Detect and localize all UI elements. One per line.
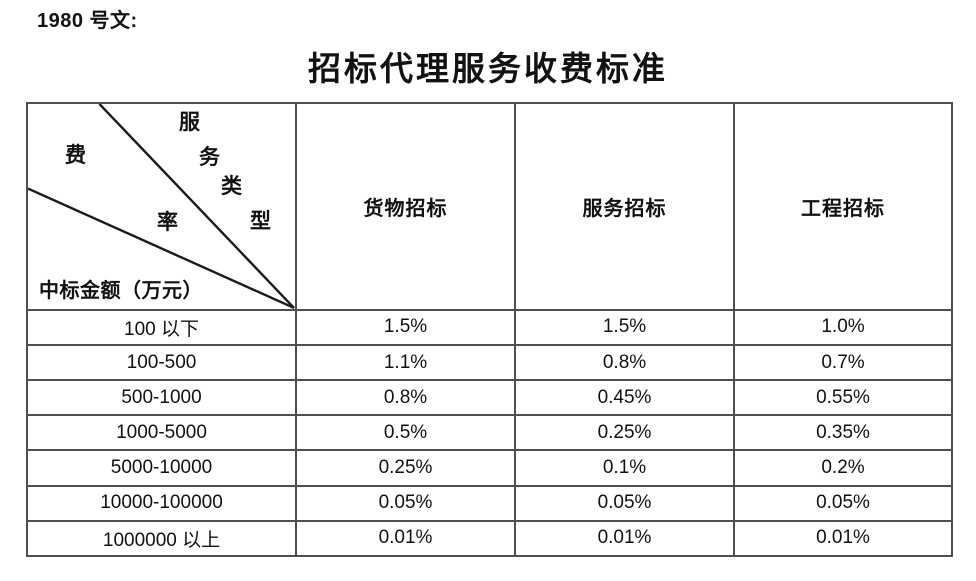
corner-service-type-char: 务 <box>199 145 220 169</box>
amount-range-cell: 10000-100000 <box>26 484 297 522</box>
fee-cell-service: 1.5% <box>514 308 735 347</box>
corner-service-type-char: 类 <box>221 174 242 198</box>
amount-range-cell: 100-500 <box>26 344 297 382</box>
corner-service-type-char: 型 <box>250 209 271 233</box>
amount-range-cell: 100 以下 <box>26 308 297 347</box>
table-row: 100-500 1.1% 0.8% 0.7% <box>26 344 953 382</box>
corner-service-type-char: 服 <box>179 110 200 134</box>
fee-cell-goods: 0.25% <box>295 449 516 487</box>
fee-cell-service: 0.8% <box>514 344 735 382</box>
fee-cell-service: 0.01% <box>514 519 735 558</box>
fee-cell-service: 0.45% <box>514 379 735 417</box>
fee-cell-goods: 1.5% <box>295 308 516 347</box>
table-row: 1000000 以上 0.01% 0.01% 0.01% <box>26 519 953 558</box>
fee-cell-goods: 0.01% <box>295 519 516 558</box>
fee-cell-goods: 0.5% <box>295 414 516 452</box>
fee-cell-goods: 0.8% <box>295 379 516 417</box>
table-row: 5000-10000 0.25% 0.1% 0.2% <box>26 449 953 487</box>
amount-range-cell: 5000-10000 <box>26 449 297 487</box>
fee-cell-service: 0.1% <box>514 449 735 487</box>
corner-fee-rate-char: 费 <box>65 143 86 167</box>
fee-cell-service: 0.05% <box>514 484 735 522</box>
fee-cell-service: 0.25% <box>514 414 735 452</box>
fee-cell-goods: 1.1% <box>295 344 516 382</box>
fee-cell-engineering: 0.35% <box>733 414 953 452</box>
fee-cell-engineering: 1.0% <box>733 308 953 347</box>
corner-amount-label: 中标金额（万元） <box>39 279 203 302</box>
col-header-engineering: 工程招标 <box>733 102 953 311</box>
fee-cell-engineering: 0.2% <box>733 449 953 487</box>
diagonal-divider-lines <box>29 104 294 308</box>
table-row: 100 以下 1.5% 1.5% 1.0% <box>26 308 953 347</box>
amount-range-cell: 1000000 以上 <box>26 519 297 558</box>
corner-header-cell: 服 务 类 型 费 率 中标金额（万元） <box>26 102 297 311</box>
fee-rate-table: 服 务 类 型 费 率 中标金额（万元） 货物招标 服务招标 工程招标 100 … <box>26 102 953 558</box>
amount-range-cell: 1000-5000 <box>26 414 297 452</box>
amount-range-cell: 500-1000 <box>26 379 297 417</box>
doc-number-label: 1980 号文: <box>37 10 138 32</box>
corner-fee-rate-char: 率 <box>157 210 178 234</box>
table-row: 1000-5000 0.5% 0.25% 0.35% <box>26 414 953 452</box>
table-row: 10000-100000 0.05% 0.05% 0.05% <box>26 484 953 522</box>
fee-cell-engineering: 0.05% <box>733 484 953 522</box>
col-header-goods: 货物招标 <box>295 102 516 311</box>
page-title: 招标代理服务收费标准 <box>308 52 668 88</box>
fee-cell-engineering: 0.01% <box>733 519 953 558</box>
fee-cell-engineering: 0.7% <box>733 344 953 382</box>
fee-cell-engineering: 0.55% <box>733 379 953 417</box>
table-header-row: 服 务 类 型 费 率 中标金额（万元） 货物招标 服务招标 工程招标 <box>26 102 953 311</box>
fee-cell-goods: 0.05% <box>295 484 516 522</box>
table-row: 500-1000 0.8% 0.45% 0.55% <box>26 379 953 417</box>
col-header-service: 服务招标 <box>514 102 735 311</box>
